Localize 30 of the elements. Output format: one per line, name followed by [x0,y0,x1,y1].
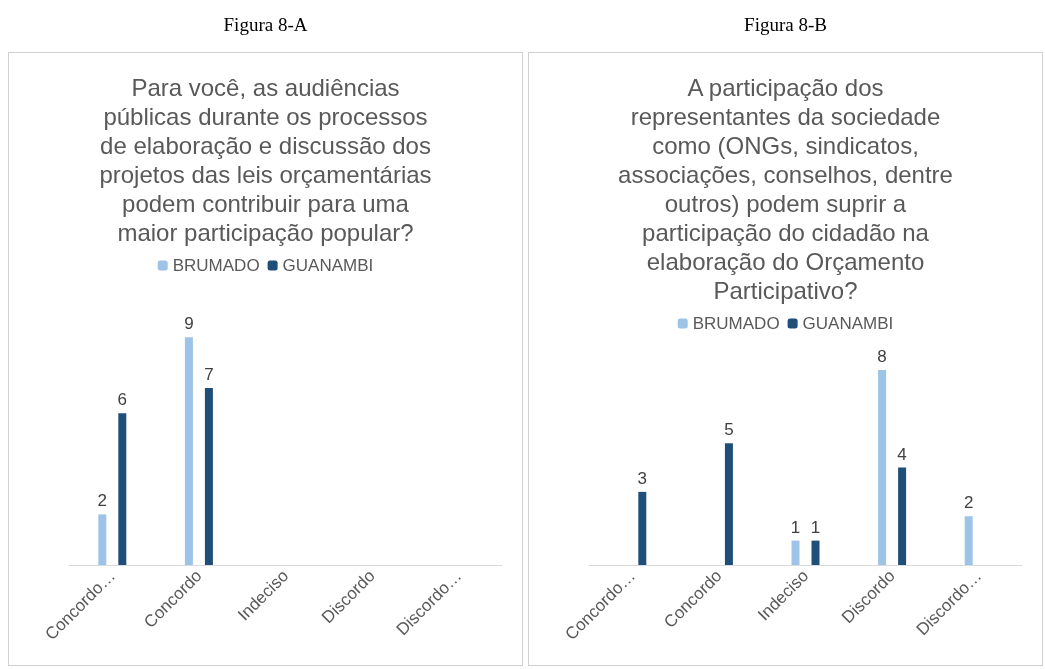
legend-label: GUANAMBI [802,314,894,333]
data-label: 7 [204,364,214,384]
chart-subtitle: Figura 8-B [743,14,828,36]
data-label: 3 [637,468,648,488]
bar [878,370,887,565]
bar [98,514,107,565]
data-label: 4 [897,444,907,464]
bar [184,337,193,565]
chart-title: A participação dos representantes da sociedade como (ONGs, sindicatos, associações, conselhos, dentre outros) podem suprir a participação do cidadão na elaboração do Orçamento Participativo? [617,73,954,305]
legend-label: BRUMADO [692,314,780,333]
bar [811,540,820,565]
data-label: 8 [877,347,887,366]
chart-title: Para você, as audiências públicas durante os processos de elaboração e discussão dos projetos das leis orçamentárias podem contribuir para uma maior participação popular? [98,73,433,247]
legend-label: BRUMADO [172,256,260,275]
data-label: 2 [963,493,974,513]
bar [118,413,127,565]
bar [964,516,973,565]
data-label: 1 [790,517,801,537]
bar [724,443,733,565]
bar [204,387,213,565]
bar [638,491,647,565]
data-label: 1 [810,517,821,537]
data-label: 2 [97,491,108,511]
data-label: 9 [184,314,194,334]
bar [898,467,907,565]
bar [791,540,800,565]
chart-subtitle: Figura 8-A [222,14,309,36]
data-label: 6 [117,390,128,410]
legend-label: GUANAMBI [282,256,374,275]
data-label: 5 [724,420,734,440]
